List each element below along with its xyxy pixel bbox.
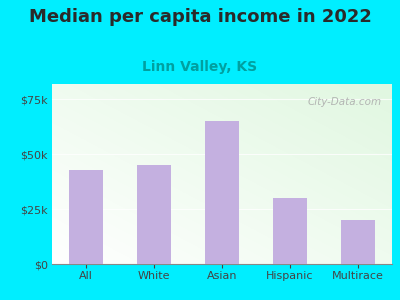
Bar	[69, 169, 103, 264]
Text: Linn Valley, KS: Linn Valley, KS	[142, 60, 258, 74]
Bar	[341, 220, 375, 264]
Text: City-Data.com: City-Data.com	[308, 97, 382, 106]
Text: Median per capita income in 2022: Median per capita income in 2022	[28, 8, 372, 26]
Bar	[273, 198, 307, 264]
Bar	[205, 121, 239, 264]
Bar	[137, 165, 171, 264]
